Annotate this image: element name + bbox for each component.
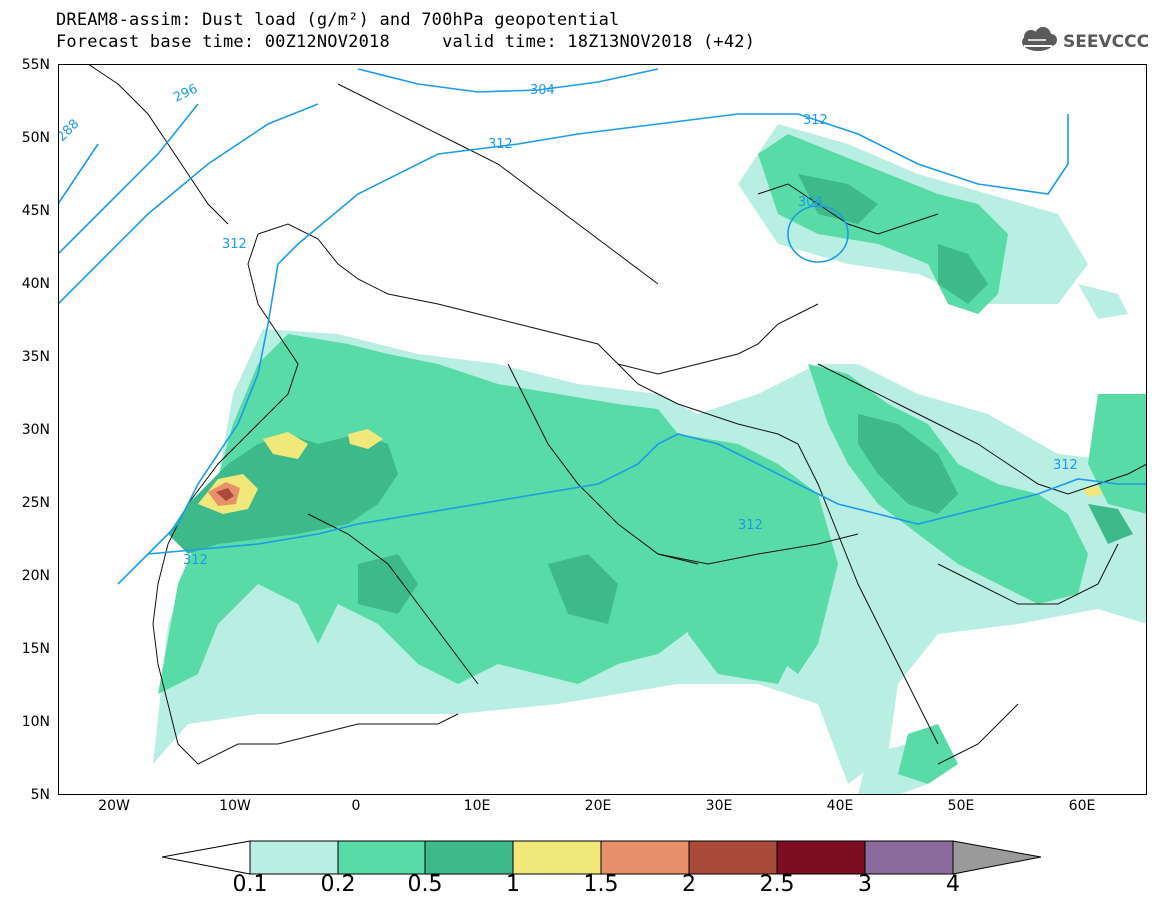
lat-label: 5N <box>30 787 50 803</box>
lon-label: 30E <box>705 798 733 814</box>
contour-labels: 288 296 304 312 312 312 304 312 312 312 <box>58 82 1078 568</box>
lat-label: 35N <box>21 349 50 365</box>
lat-label: 25N <box>21 495 50 511</box>
contour-label: 312 <box>738 518 763 533</box>
seevccc-logo <box>1022 27 1057 51</box>
colorbar-segment <box>688 840 778 875</box>
cloud-icon <box>1022 27 1057 51</box>
contour-label: 312 <box>1053 458 1078 473</box>
colorbar-label: 0.5 <box>407 872 443 897</box>
colorbar-label: 1.5 <box>583 872 619 897</box>
colorbar-label: 4 <box>946 872 960 897</box>
colorbar-label: 1 <box>506 872 520 897</box>
contour-label: 312 <box>488 137 513 152</box>
lon-label: 50E <box>947 798 975 814</box>
colorbar <box>162 840 1042 875</box>
contour-label: 312 <box>183 553 208 568</box>
colorbar-label: 2.5 <box>759 872 795 897</box>
contour-label: 304 <box>798 195 823 210</box>
colorbar-label: 3 <box>858 872 872 897</box>
lon-label: 20W <box>98 798 130 814</box>
lon-label: 0 <box>351 798 361 814</box>
colorbar-segment <box>162 840 251 875</box>
lon-label: 20E <box>584 798 612 814</box>
lat-label: 40N <box>21 276 50 292</box>
lon-label: 60E <box>1068 798 1096 814</box>
dust-level-0.5 <box>168 174 1133 624</box>
colorbar-label: 2 <box>682 872 696 897</box>
lat-label: 10N <box>21 714 50 730</box>
lon-label: 10W <box>219 798 251 814</box>
forecast-time-line: Forecast base time: 00Z12NOV2018 valid t… <box>56 32 756 52</box>
dust-level-2 <box>216 488 234 501</box>
geopotential-contours <box>58 68 1147 585</box>
contour-label: 312 <box>222 237 247 252</box>
colorbar-segment <box>424 840 514 875</box>
lon-label: 40E <box>826 798 854 814</box>
map-title: DREAM8-assim: Dust load (g/m²) and 700hP… <box>56 10 620 30</box>
colorbar-segment <box>776 840 866 875</box>
lat-label: 15N <box>21 641 50 657</box>
colorbar-label: 0.2 <box>320 872 356 897</box>
colorbar-segment <box>600 840 690 875</box>
colorbar-label: 0.1 <box>232 872 268 897</box>
lat-label: 50N <box>21 130 50 146</box>
colorbar-segment <box>249 840 339 875</box>
coastlines <box>87 64 1147 765</box>
lon-label: 10E <box>463 798 491 814</box>
contour-label: 304 <box>530 83 555 98</box>
logo-text: SEEVCCC <box>1063 32 1150 52</box>
colorbar-segment <box>952 840 1042 875</box>
contour-label: 312 <box>803 113 828 128</box>
colorbar-segment <box>512 840 602 875</box>
colorbar-segment <box>864 840 954 875</box>
dust-load-map: 288 296 304 312 312 312 304 312 312 312 <box>58 64 1147 795</box>
lat-label: 30N <box>21 422 50 438</box>
lat-label: 20N <box>21 568 50 584</box>
lat-label: 45N <box>21 203 50 219</box>
lat-label: 55N <box>21 57 50 73</box>
colorbar-segment <box>337 840 426 875</box>
